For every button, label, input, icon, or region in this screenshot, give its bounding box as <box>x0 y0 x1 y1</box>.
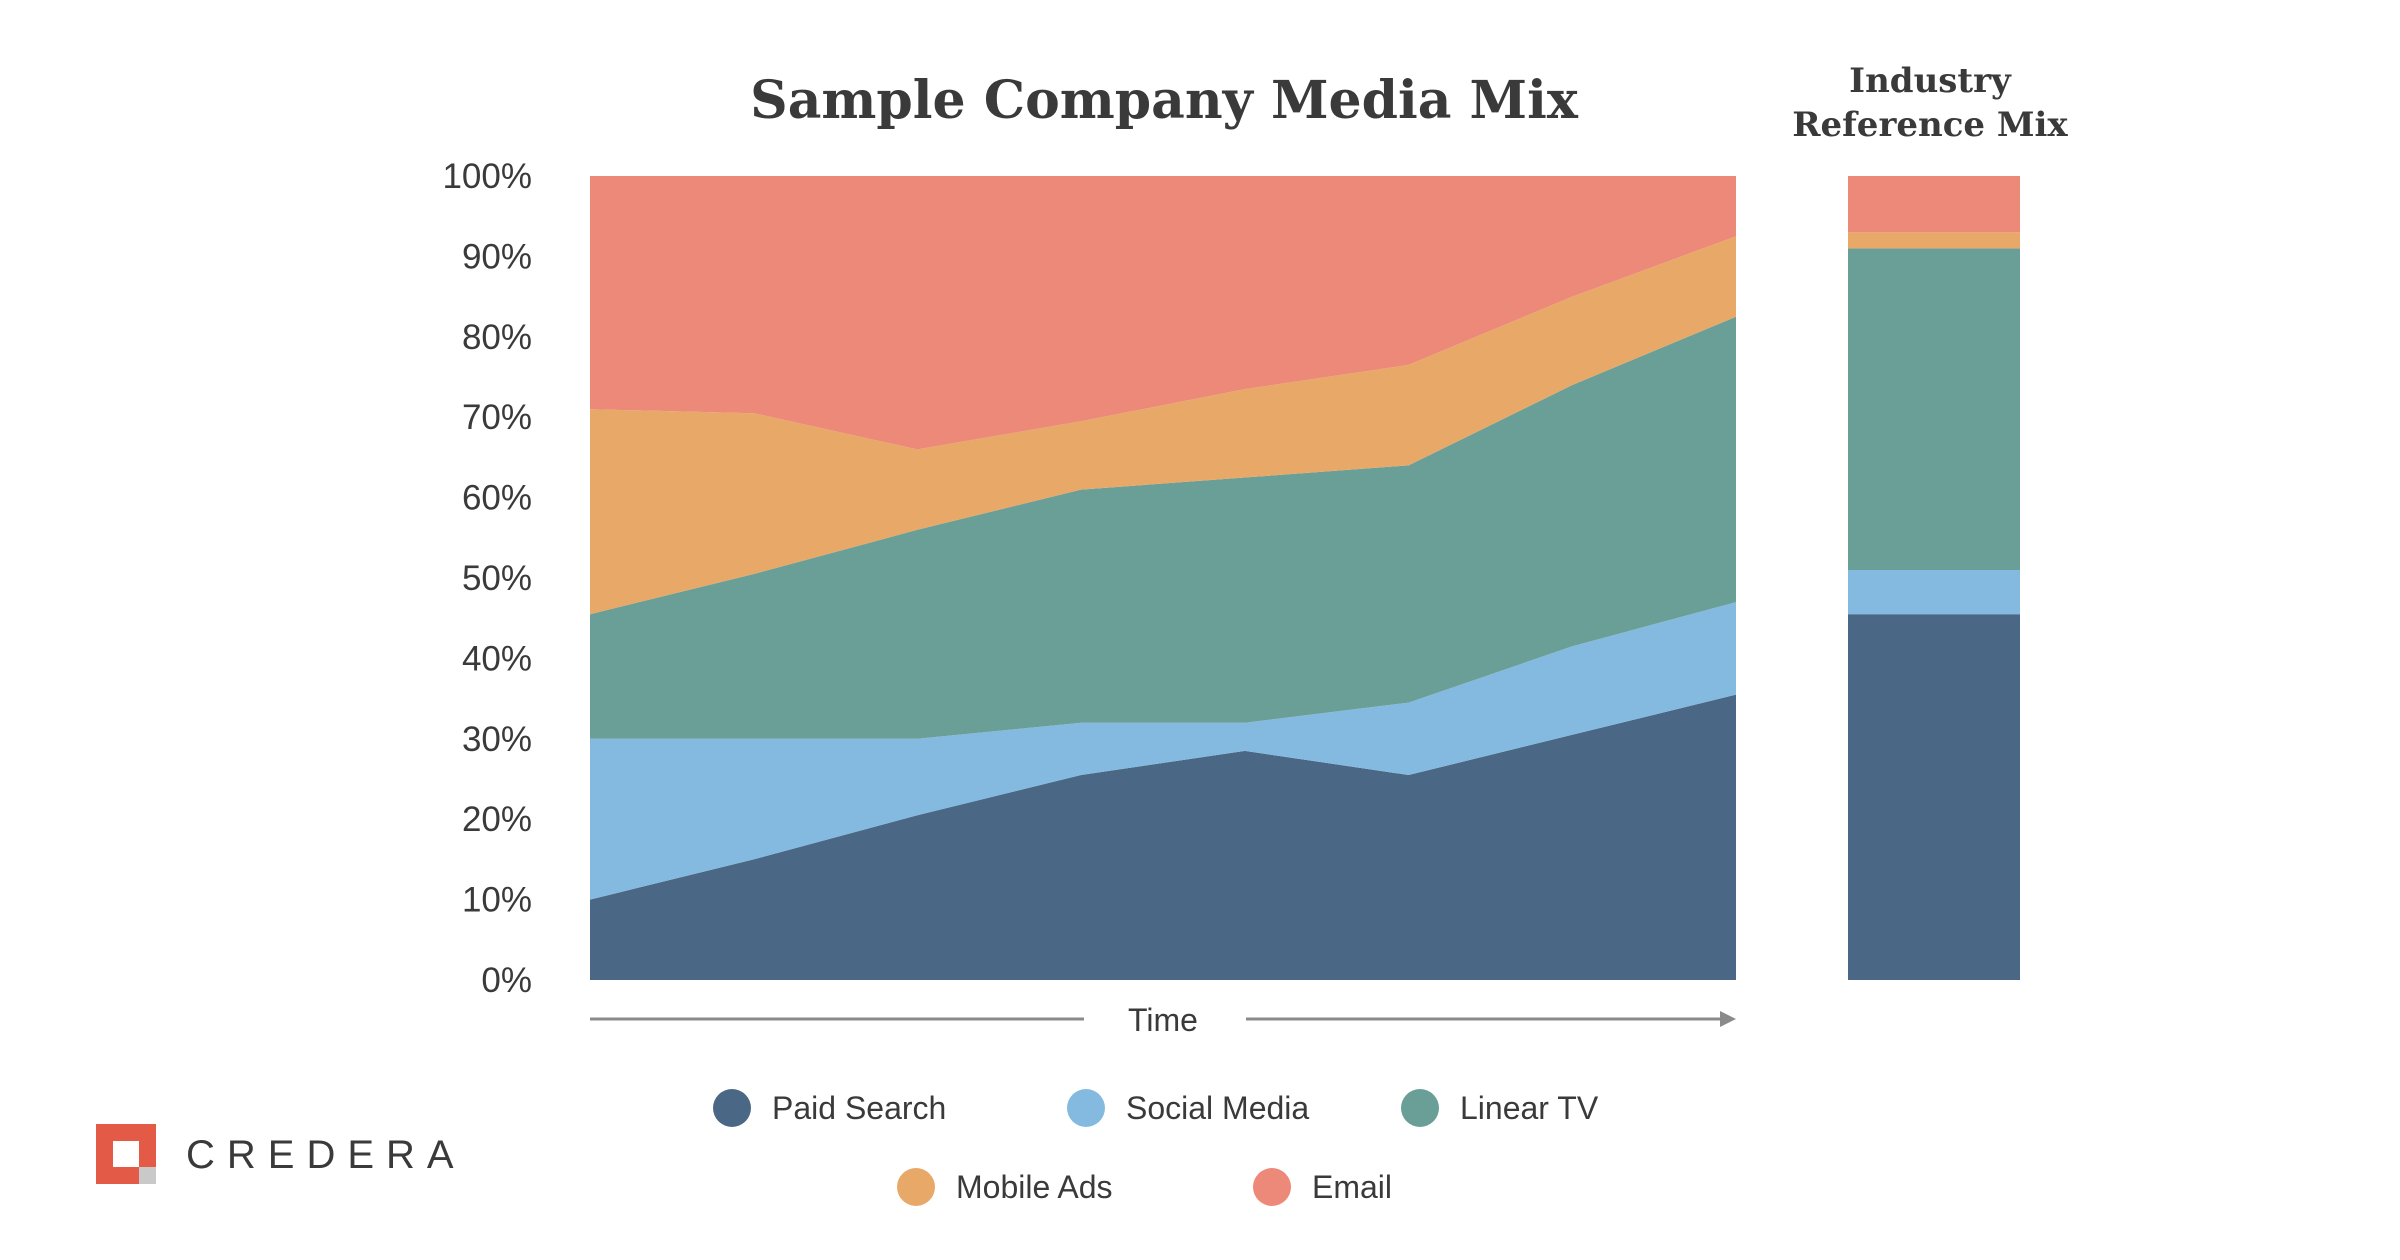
x-axis: Time <box>590 1002 1736 1038</box>
y-tick-label-60: 60% <box>462 479 532 518</box>
y-axis: 0% 10% 20% 30% 40% 50% 60% 70% 80% 90% 100% <box>442 157 532 1000</box>
brand-logo: CREDERA <box>96 1124 466 1184</box>
y-tick-label-40: 40% <box>462 639 532 678</box>
y-tick-label-100: 100% <box>442 157 532 196</box>
reference-bar-mobile-ads <box>1848 232 2020 249</box>
reference-bar-linear-tv <box>1848 248 2020 570</box>
y-tick-label-80: 80% <box>462 318 532 357</box>
legend-label-paid-search: Paid Search <box>772 1090 946 1126</box>
area-linear-tv <box>590 316 1736 739</box>
brand-wordmark: CREDERA <box>186 1133 466 1177</box>
legend: Paid Search Social Media Linear TV Mobile A… <box>713 1089 1599 1206</box>
reference-title-line-1: Industry <box>1849 61 2012 101</box>
logo-mark-inner <box>113 1141 139 1167</box>
legend-label-email: Email <box>1312 1169 1392 1205</box>
area-mobile-ads <box>590 236 1736 615</box>
y-tick-label-30: 30% <box>462 720 532 759</box>
reference-bar-email <box>1848 176 2020 233</box>
area-series-group <box>590 176 1736 980</box>
y-tick-label-0: 0% <box>481 961 532 1000</box>
x-axis-arrowhead <box>1720 1011 1736 1027</box>
legend-swatch-social-media <box>1067 1089 1105 1127</box>
area-paid-search <box>590 694 1736 980</box>
x-axis-label: Time <box>1128 1002 1198 1038</box>
y-tick-label-10: 10% <box>462 881 532 920</box>
reference-bar-paid-search <box>1848 614 2020 980</box>
area-email <box>590 176 1736 450</box>
legend-swatch-linear-tv <box>1401 1089 1439 1127</box>
reference-bar-group <box>1848 176 2020 980</box>
logo-mark-accent <box>139 1167 156 1184</box>
legend-swatch-mobile-ads <box>897 1168 935 1206</box>
y-tick-label-50: 50% <box>462 559 532 598</box>
legend-swatch-email <box>1253 1168 1291 1206</box>
reference-title-line-2: Reference Mix <box>1792 105 2068 145</box>
legend-label-mobile-ads: Mobile Ads <box>956 1169 1113 1205</box>
area-social-media <box>590 602 1736 900</box>
y-tick-label-20: 20% <box>462 800 532 839</box>
y-tick-label-70: 70% <box>462 398 532 437</box>
legend-swatch-paid-search <box>713 1089 751 1127</box>
y-tick-label-90: 90% <box>462 237 532 276</box>
legend-label-linear-tv: Linear TV <box>1460 1090 1599 1126</box>
legend-label-social-media: Social Media <box>1126 1090 1309 1126</box>
reference-bar-social-media <box>1848 570 2020 615</box>
chart-title: Sample Company Media Mix <box>750 70 1579 131</box>
